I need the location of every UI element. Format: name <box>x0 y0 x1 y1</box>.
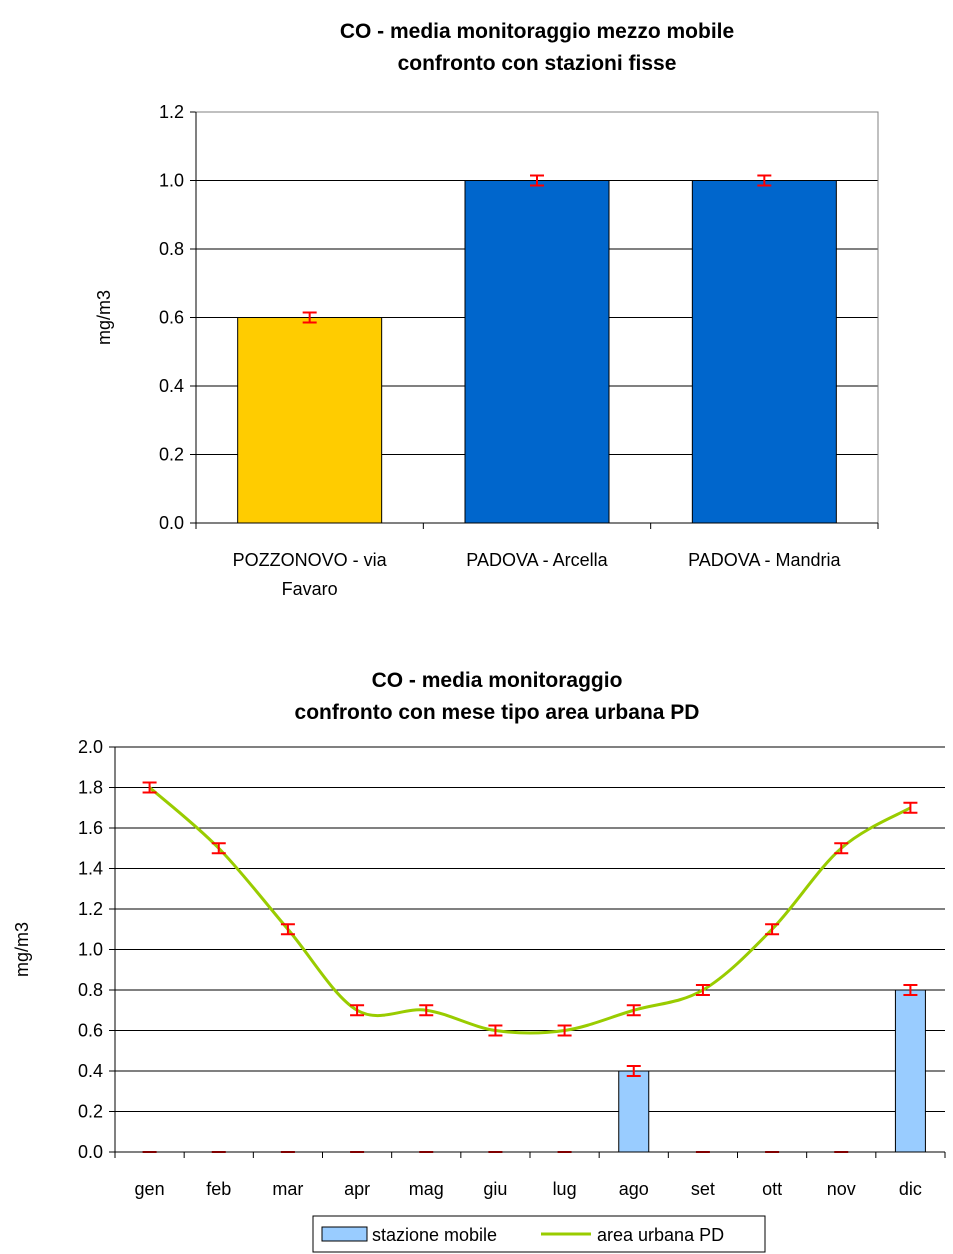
chart-stazioni-fisse: CO - media monitoraggio mezzo mobile conf… <box>94 20 879 599</box>
chart1-y-tick-label: 0.2 <box>159 445 184 465</box>
chart2-y-tick-label: 0.0 <box>78 1142 103 1162</box>
chart2-x-tick-label: ott <box>762 1179 782 1199</box>
chart2-y-tick-label: 1.6 <box>78 818 103 838</box>
chart2-title-line: confronto con mese tipo area urbana PD <box>295 701 700 724</box>
chart1-title-line: confronto con stazioni fisse <box>398 52 677 75</box>
chart2-title-line: CO - media monitoraggio <box>372 669 623 692</box>
chart1-bar <box>237 317 383 524</box>
chart1-y-axis-label: mg/m3 <box>94 290 114 345</box>
chart2-y-tick-label: 0.6 <box>78 1021 103 1041</box>
chart1-y-tick-label: 1.0 <box>159 171 184 191</box>
chart2-y-tick-label: 1.8 <box>78 778 103 798</box>
chart1-y-tick-label: 1.2 <box>159 102 184 122</box>
chart2-x-tick-label: set <box>691 1179 715 1199</box>
chart2-x-tick-label: giu <box>483 1179 507 1199</box>
chart1-y-tick-label: 0.6 <box>159 308 184 328</box>
chart1-x-tick-label: Favaro <box>282 579 338 599</box>
chart2-x-tick-label: lug <box>553 1179 577 1199</box>
chart2-y-tick-label: 1.4 <box>78 859 103 879</box>
chart2-y-axis-label: mg/m3 <box>12 922 32 977</box>
chart2-x-tick-label: mag <box>409 1179 444 1199</box>
chart2-bar <box>618 1070 650 1153</box>
chart2-y-tick-label: 2.0 <box>78 737 103 757</box>
chart2-x-tick-label: dic <box>899 1179 922 1199</box>
chart2-x-tick-label: apr <box>344 1179 370 1199</box>
chart2-legend-swatch-bar <box>321 1226 368 1242</box>
chart1-title-line: CO - media monitoraggio mezzo mobile <box>340 20 734 43</box>
chart1-x-tick-label: POZZONOVO - via <box>233 550 388 570</box>
chart1-bar <box>691 180 837 524</box>
chart2-legend-label: stazione mobile <box>372 1225 497 1245</box>
chart1-x-tick-label: PADOVA - Arcella <box>466 550 608 570</box>
chart1-bar <box>464 180 610 524</box>
chart1-y-tick-label: 0.8 <box>159 239 184 259</box>
chart2-legend-label: area urbana PD <box>597 1225 724 1245</box>
chart2-series-line <box>148 786 912 1035</box>
chart1-y-tick-label: 0.4 <box>159 376 184 396</box>
chart2-legend: stazione mobile area urbana PD <box>312 1215 766 1253</box>
chart1-x-tick-label: PADOVA - Mandria <box>688 550 841 570</box>
chart2-x-tick-label: nov <box>827 1179 856 1199</box>
chart2-x-tick-label: mar <box>272 1179 303 1199</box>
chart-mese-tipo: CO - media monitoraggio confronto con mes… <box>12 669 946 1253</box>
chart2-bar <box>894 989 926 1153</box>
chart2-y-tick-label: 0.2 <box>78 1102 103 1122</box>
chart2-y-tick-label: 0.8 <box>78 980 103 1000</box>
chart1-y-tick-label: 0.0 <box>159 513 184 533</box>
chart2-x-tick-label: ago <box>619 1179 649 1199</box>
chart2-y-tick-label: 1.0 <box>78 940 103 960</box>
chart2-x-tick-label: feb <box>206 1179 231 1199</box>
chart2-y-tick-label: 0.4 <box>78 1061 103 1081</box>
chart2-x-tick-label: gen <box>135 1179 165 1199</box>
chart2-legend-box <box>312 1215 766 1253</box>
chart2-y-tick-label: 1.2 <box>78 899 103 919</box>
